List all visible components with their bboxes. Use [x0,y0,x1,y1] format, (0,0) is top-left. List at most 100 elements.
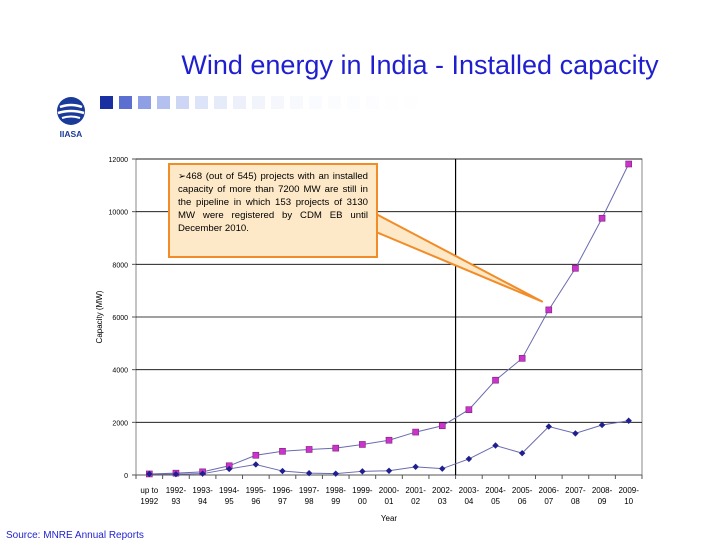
data-point-diamond [172,471,180,478]
data-point-diamond [598,421,606,429]
data-point-square [465,406,473,413]
x-tick-label: 2001- [405,486,426,495]
data-point-square [252,451,260,459]
x-tick-label: 06 [518,497,527,506]
decorative-square [347,96,360,109]
y-tick-label: 8000 [112,262,128,269]
x-tick-label: 04 [464,497,473,506]
data-point-diamond [439,465,446,472]
data-point-diamond [385,467,393,474]
x-tick-label: 2007- [565,486,586,495]
decorative-square [233,96,246,109]
x-tick-label: 93 [171,497,180,506]
data-point-square [332,444,340,452]
data-point-square [438,422,446,430]
decorative-square [271,96,284,109]
x-tick-label: 2002- [432,486,453,495]
data-point-diamond [252,461,260,468]
data-point-square [625,160,632,168]
decorative-square [176,96,189,109]
decorative-square [138,96,151,109]
x-tick-label: 05 [491,497,500,506]
x-tick-label: 1992- [166,486,187,495]
y-tick-label: 12000 [109,157,129,164]
data-point-square [279,447,286,455]
x-tick-label: 1992 [140,497,158,506]
data-point-diamond [465,455,473,463]
decorative-square [157,96,170,109]
data-point-square [545,306,553,314]
x-tick-label: 03 [438,497,447,506]
y-tick-label: 0 [124,473,128,480]
x-tick-label: 07 [544,497,553,506]
data-point-square [305,446,313,453]
data-point-diamond [279,467,286,475]
x-tick-label: 2003- [459,486,480,495]
y-tick-label: 6000 [112,315,128,322]
x-tick-label: 95 [225,497,234,506]
decorative-square [252,96,265,109]
data-point-diamond [518,449,526,457]
decorative-square [119,96,132,109]
x-axis-title: Year [381,514,398,523]
data-point-square [385,436,393,444]
data-point-diamond [572,430,579,437]
x-tick-label: 1995- [246,486,267,495]
data-point-square [412,428,419,436]
x-tick-label: 02 [411,497,420,506]
decorative-square [366,96,379,109]
data-point-square [518,355,526,362]
x-tick-label: 94 [198,497,207,506]
data-point-diamond [305,469,313,477]
x-tick-label: 98 [305,497,314,506]
slide-title: Wind energy in India - Installed capacit… [181,50,659,80]
logo-text: IIASA [60,129,83,139]
x-tick-label: 1999- [352,486,373,495]
decorative-square [214,96,227,109]
data-point-diamond [545,423,552,430]
data-point-diamond [226,465,233,473]
decorative-square [423,96,436,109]
x-tick-label: 1997- [299,486,320,495]
y-tick-label: 4000 [112,368,128,375]
decorative-square [290,96,303,109]
callout-box: ➢468 (out of 545) projects with an insta… [168,163,378,258]
iiasa-logo: IIASA [57,97,85,139]
x-tick-label: up to [140,486,158,495]
x-tick-label: 1996- [272,486,293,495]
data-point-diamond [146,470,153,478]
x-tick-label: 96 [251,497,260,506]
source-note: Source: MNRE Annual Reports [6,530,144,541]
data-point-diamond [332,470,339,477]
x-tick-label: 97 [278,497,287,506]
x-tick-label: 2009- [618,486,639,495]
x-tick-label: 1998- [326,486,347,495]
x-tick-label: 01 [385,497,394,506]
decorative-square [385,96,398,109]
y-tick-label: 10000 [109,210,129,217]
decorative-square [404,96,417,109]
x-tick-label: 2000- [379,486,400,495]
decorative-square [328,96,341,109]
x-tick-label: 09 [598,497,607,506]
y-axis-title: Capacity (MW) [95,290,104,343]
decorative-squares [100,96,442,109]
x-tick-label: 00 [358,497,367,506]
x-tick-label: 2006- [539,486,560,495]
decorative-square [195,96,208,109]
x-tick-label: 2005- [512,486,533,495]
data-point-diamond [625,417,632,424]
data-point-square [572,264,579,272]
x-tick-label: 10 [624,497,633,506]
data-point-square [492,376,499,384]
data-point-diamond [492,442,499,449]
decorative-square [309,96,322,109]
data-point-diamond [199,470,206,477]
data-point-square [359,441,366,448]
data-point-diamond [412,463,419,471]
x-tick-label: 99 [331,497,340,506]
data-point-square [598,214,606,222]
x-tick-label: 1993- [192,486,213,495]
x-tick-label: 1994- [219,486,240,495]
